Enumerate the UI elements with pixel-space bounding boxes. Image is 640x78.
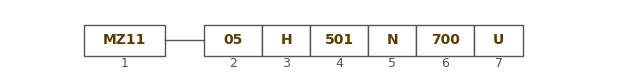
Text: 1: 1 bbox=[120, 57, 129, 70]
Text: U: U bbox=[493, 33, 504, 47]
Text: N: N bbox=[387, 33, 398, 47]
Text: H: H bbox=[280, 33, 292, 47]
Text: 4: 4 bbox=[335, 57, 343, 70]
Text: 7: 7 bbox=[495, 57, 502, 70]
Text: 6: 6 bbox=[442, 57, 449, 70]
Text: 700: 700 bbox=[431, 33, 460, 47]
Bar bbox=[368, 25, 417, 56]
Text: 501: 501 bbox=[324, 33, 354, 47]
Text: 5: 5 bbox=[388, 57, 396, 70]
Text: 2: 2 bbox=[229, 57, 237, 70]
Bar bbox=[204, 25, 262, 56]
Text: 3: 3 bbox=[282, 57, 290, 70]
Text: MZ11: MZ11 bbox=[103, 33, 147, 47]
Bar bbox=[310, 25, 368, 56]
Bar bbox=[84, 25, 165, 56]
Bar bbox=[417, 25, 474, 56]
Bar bbox=[262, 25, 310, 56]
Bar bbox=[474, 25, 522, 56]
Text: 05: 05 bbox=[223, 33, 243, 47]
